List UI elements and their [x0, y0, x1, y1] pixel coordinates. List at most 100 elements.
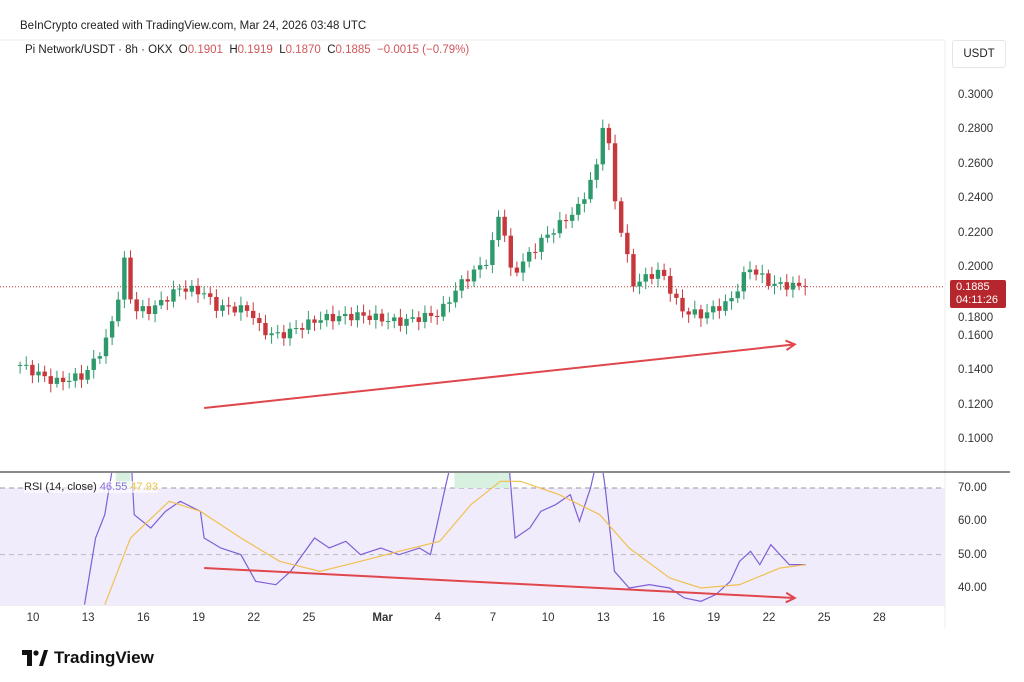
- candle-body: [477, 265, 483, 270]
- candle-body: [189, 285, 195, 292]
- candle-body: [177, 288, 182, 290]
- time-tick: 16: [136, 612, 150, 624]
- candle-body: [692, 309, 697, 315]
- candle-body: [306, 319, 311, 330]
- price-tick: 0.2400: [958, 192, 994, 205]
- candle-body: [330, 313, 336, 322]
- candle-body: [772, 283, 777, 286]
- rsi-ma-value: 47.93: [130, 481, 158, 493]
- candle-body: [385, 321, 391, 323]
- candle-body: [766, 273, 771, 286]
- time-tick: 19: [707, 612, 721, 624]
- candle-body: [637, 281, 642, 287]
- candle-body: [790, 282, 796, 290]
- candle-body: [116, 299, 121, 322]
- candle-body: [300, 328, 305, 330]
- candle-body: [698, 309, 704, 319]
- time-tick: 16: [652, 612, 665, 624]
- currency-button[interactable]: USDT: [952, 40, 1006, 68]
- candle-body: [214, 296, 219, 311]
- symbol-legend: Pi Network/USDT · 8h · OKX O0.1901 H0.19…: [25, 44, 469, 56]
- brand-name: TradingView: [54, 648, 154, 667]
- price-tick: 0.2200: [958, 226, 994, 239]
- time-tick: 10: [541, 612, 555, 624]
- candle-body: [220, 305, 225, 311]
- candle-body: [741, 272, 747, 292]
- candle-body: [42, 371, 47, 377]
- last-price-badge: 0.1885 04:11:26: [950, 280, 1006, 308]
- candle-body: [459, 279, 464, 291]
- candle-body: [502, 216, 507, 236]
- price-tick: 0.1400: [958, 364, 994, 377]
- candle-body: [747, 269, 753, 273]
- candle-body: [392, 317, 397, 322]
- candle-body: [293, 328, 299, 330]
- rsi-legend: RSI (14, close) 46.55 47.93: [24, 481, 158, 493]
- candle-body: [717, 306, 722, 311]
- candle-body: [447, 302, 452, 304]
- candle-body: [226, 305, 231, 307]
- candle-body: [398, 317, 403, 326]
- time-tick: 13: [81, 612, 95, 624]
- price-tick: 0.2600: [958, 157, 994, 170]
- candle-body: [36, 371, 41, 376]
- candle-body: [514, 267, 520, 273]
- price-tick: 0.1000: [958, 433, 994, 445]
- rsi-band: [0, 488, 945, 605]
- bar-countdown: 04:11:26: [956, 294, 999, 306]
- candle-body: [533, 251, 538, 253]
- candle-body: [618, 201, 624, 233]
- candle-body: [563, 220, 569, 222]
- candle-body: [324, 313, 329, 321]
- candle-body: [134, 299, 139, 312]
- price-tick: 0.1800: [958, 312, 994, 324]
- tradingview-logo[interactable]: TradingView: [22, 648, 154, 668]
- close-value: 0.1885: [335, 44, 371, 56]
- price-tick: 0.2800: [958, 123, 994, 136]
- candle-body: [484, 264, 489, 266]
- candle-body: [361, 312, 366, 316]
- candle-body: [582, 199, 587, 204]
- candle-body: [171, 289, 176, 302]
- high-label: H: [229, 44, 238, 56]
- candle-body: [588, 179, 593, 200]
- candle-body: [128, 257, 133, 300]
- candle-body: [520, 261, 526, 273]
- candle-body: [600, 127, 605, 165]
- time-tick: 25: [302, 612, 316, 624]
- tradingview-logo-icon: [22, 650, 48, 666]
- rsi-value: 46.55: [99, 481, 128, 493]
- price-tick: 0.2000: [958, 261, 994, 273]
- time-tick: 25: [817, 612, 831, 624]
- candle-body: [79, 373, 84, 380]
- last-price: 0.1885: [956, 281, 990, 293]
- candle-body: [208, 293, 213, 297]
- candle-body: [496, 216, 501, 241]
- candle-body: [201, 293, 207, 295]
- candle-body: [802, 285, 808, 287]
- candle-body: [471, 269, 477, 282]
- candle-body: [557, 220, 563, 234]
- candle-body: [30, 364, 35, 376]
- symbol-name[interactable]: Pi Network/USDT · 8h · OKX: [25, 44, 173, 56]
- candle-body: [428, 312, 434, 316]
- candle-body: [349, 313, 354, 321]
- candle-body: [551, 233, 556, 235]
- price-tick: 0.1600: [958, 329, 994, 342]
- low-value: 0.1870: [285, 44, 321, 56]
- price-trend-arrow: [204, 343, 795, 410]
- candle-body: [594, 164, 599, 180]
- candle-body: [367, 315, 372, 321]
- candle-body: [24, 364, 29, 366]
- candle-body: [422, 312, 428, 323]
- candle-body: [73, 373, 78, 381]
- candle-body: [465, 279, 471, 282]
- candle-body: [238, 305, 244, 313]
- candle-body: [569, 214, 575, 221]
- candle-body: [655, 269, 661, 279]
- rsi-legend-label[interactable]: RSI (14, close): [24, 481, 97, 493]
- price-tick: 0.3000: [958, 89, 994, 101]
- candle-body: [158, 299, 164, 306]
- open-label: O: [178, 44, 188, 56]
